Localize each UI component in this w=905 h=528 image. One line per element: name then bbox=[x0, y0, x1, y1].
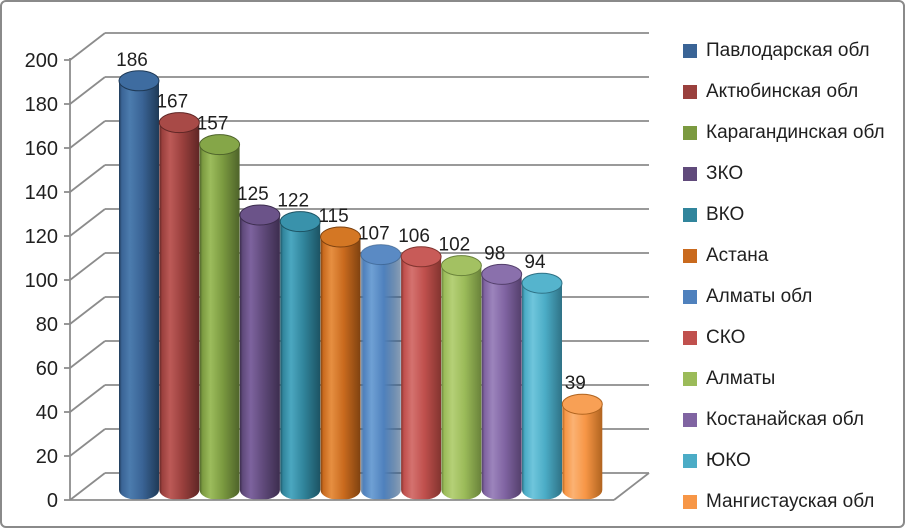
legend-item-7: СКО bbox=[683, 328, 885, 347]
bar-value-label-9: 98 bbox=[484, 243, 505, 264]
gridline-depth-140 bbox=[69, 164, 106, 193]
bar-top-5 bbox=[320, 226, 361, 248]
bar-top-7 bbox=[400, 246, 442, 268]
bar-top-11 bbox=[561, 393, 603, 415]
bar-value-label-6: 107 bbox=[358, 224, 390, 245]
bar-top-3 bbox=[239, 204, 281, 226]
legend-label: Павлодарская обл bbox=[706, 40, 870, 61]
legend-label: Карагандинская обл bbox=[706, 122, 885, 143]
bar-top-1 bbox=[158, 112, 200, 134]
bar-value-label-3: 125 bbox=[237, 184, 269, 205]
legend-item-11: Мангистауская обл bbox=[683, 492, 885, 511]
y-tick-label: 80 bbox=[36, 314, 58, 336]
bar-value-label-0: 186 bbox=[116, 50, 148, 71]
gridline-depth-200 bbox=[69, 32, 106, 61]
legend-swatch bbox=[683, 125, 697, 140]
bar-cylinder-3 bbox=[239, 215, 280, 500]
legend-item-3: ЗКО bbox=[683, 164, 885, 183]
legend-label: ЮКО bbox=[706, 450, 751, 471]
gridline-depth-80 bbox=[69, 296, 106, 325]
y-tick-label: 40 bbox=[36, 402, 58, 424]
legend-swatch bbox=[683, 330, 697, 345]
legend-item-9: Костанайская обл bbox=[683, 410, 885, 429]
legend-swatch bbox=[683, 207, 697, 222]
gridline-depth-20 bbox=[69, 428, 106, 457]
y-tick-label: 100 bbox=[25, 270, 58, 292]
bar-value-label-1: 167 bbox=[156, 92, 188, 113]
gridline-depth-60 bbox=[69, 340, 106, 369]
legend-label: Алматы обл bbox=[706, 286, 813, 307]
bar-top-6 bbox=[360, 244, 402, 266]
y-tick-label: 20 bbox=[36, 446, 58, 468]
bar-cylinder-11 bbox=[562, 404, 603, 500]
legend-swatch bbox=[683, 371, 697, 386]
legend-label: ВКО bbox=[706, 204, 745, 225]
bar-top-4 bbox=[279, 211, 321, 233]
bar-value-label-4: 122 bbox=[277, 191, 309, 212]
gridline-depth-120 bbox=[69, 208, 106, 237]
bar-cylinder-6 bbox=[360, 254, 401, 500]
y-tick-label: 0 bbox=[47, 490, 58, 512]
bar-cylinder-9 bbox=[481, 274, 522, 500]
legend-item-1: Актюбинская обл bbox=[683, 82, 885, 101]
legend-label: Алматы bbox=[706, 368, 776, 389]
legend-swatch bbox=[683, 43, 697, 58]
legend-swatch bbox=[683, 412, 697, 427]
y-tick-label: 140 bbox=[25, 182, 58, 204]
legend-swatch bbox=[683, 494, 697, 509]
bar-value-label-11: 39 bbox=[565, 373, 586, 394]
legend-swatch bbox=[683, 166, 697, 181]
bar-cylinder-5 bbox=[320, 237, 361, 500]
legend-swatch bbox=[683, 248, 697, 263]
bar-value-label-2: 157 bbox=[197, 114, 229, 135]
bar-cylinder-10 bbox=[522, 283, 562, 500]
bar-top-0 bbox=[118, 70, 160, 92]
gridline-depth-160 bbox=[69, 120, 106, 149]
y-tick-label: 200 bbox=[25, 50, 58, 72]
legend-label: Костанайская обл bbox=[706, 409, 864, 430]
legend-label: Мангистауская обл bbox=[706, 491, 875, 512]
y-tick-label: 160 bbox=[25, 138, 58, 160]
legend-swatch bbox=[683, 453, 697, 468]
legend-item-5: Астана bbox=[683, 246, 885, 265]
bar-cylinder-1 bbox=[159, 122, 200, 500]
legend-item-2: Карагандинская обл bbox=[683, 123, 885, 142]
legend-item-4: ВКО bbox=[683, 205, 885, 224]
bar-value-label-7: 106 bbox=[398, 226, 430, 247]
y-tick-label: 60 bbox=[36, 358, 58, 380]
bar-cylinder-2 bbox=[199, 144, 240, 500]
legend: Павлодарская обл Актюбинская обл Караган… bbox=[683, 41, 885, 511]
legend-item-10: ЮКО bbox=[683, 451, 885, 470]
legend-label: Актюбинская обл bbox=[706, 81, 859, 102]
bar-top-2 bbox=[199, 134, 241, 156]
bar-value-label-8: 102 bbox=[439, 235, 471, 256]
y-tick-label: 180 bbox=[25, 94, 58, 116]
bar-cylinder-8 bbox=[441, 265, 482, 500]
bar-cylinder-0 bbox=[119, 80, 159, 501]
gridline-depth-0 bbox=[69, 472, 106, 501]
bar-top-9 bbox=[481, 263, 523, 285]
legend-item-8: Алматы bbox=[683, 369, 885, 388]
legend-item-0: Павлодарская обл bbox=[683, 41, 885, 60]
legend-label: ЗКО bbox=[706, 163, 744, 184]
bar-top-10 bbox=[521, 272, 563, 294]
legend-label: СКО bbox=[706, 327, 746, 348]
bar-value-label-5: 115 bbox=[318, 206, 348, 227]
bar-top-8 bbox=[440, 255, 482, 277]
legend-swatch bbox=[683, 289, 697, 304]
gridline-depth-180 bbox=[69, 76, 106, 105]
bar-cylinder-7 bbox=[401, 256, 442, 500]
legend-swatch bbox=[683, 84, 697, 99]
bar-value-label-10: 94 bbox=[524, 252, 546, 273]
legend-label: Астана bbox=[706, 245, 769, 266]
gridline-depth-40 bbox=[69, 384, 106, 413]
legend-item-6: Алматы обл bbox=[683, 287, 885, 306]
floor-right-edge bbox=[613, 472, 650, 501]
gridline-depth-100 bbox=[69, 252, 106, 281]
y-tick-label: 120 bbox=[25, 226, 58, 248]
bar-cylinder-4 bbox=[280, 221, 321, 500]
